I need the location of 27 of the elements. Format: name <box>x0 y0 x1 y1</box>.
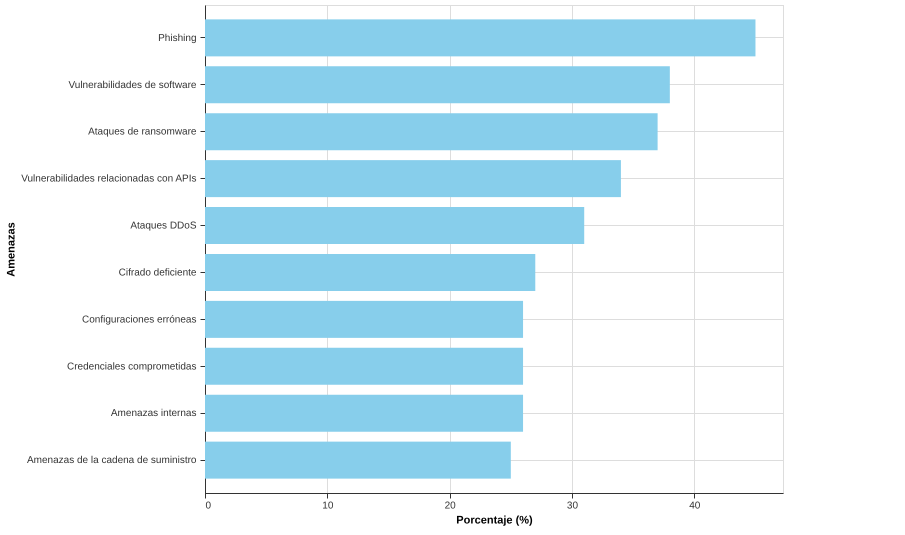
bar <box>205 300 524 338</box>
y-tick-label: Cifrado deficiente <box>118 267 197 278</box>
x-tick-label: 20 <box>444 500 456 512</box>
bar <box>205 66 670 104</box>
bar <box>205 394 524 432</box>
x-tick-label: 40 <box>689 500 701 512</box>
x-tick-label: 10 <box>322 500 334 512</box>
y-tick-label: Credenciales comprometidas <box>66 361 196 372</box>
bar <box>205 113 658 150</box>
bar <box>205 19 756 56</box>
x-tick-label: 0 <box>206 500 212 512</box>
bar <box>205 442 511 479</box>
x-tick-label: 30 <box>566 500 578 512</box>
bar <box>205 160 621 198</box>
y-tick-label: Configuraciones erróneas <box>82 314 196 326</box>
y-axis-title: Amenazas <box>6 222 18 277</box>
y-tick-label: Amenazas internas <box>110 408 196 420</box>
y-tick-label: Ataques de ransomware <box>88 126 197 138</box>
y-tick-label: Vulnerabilidades relacionadas con APIs <box>21 174 196 185</box>
y-tick-label: Phishing <box>158 32 196 44</box>
bar <box>205 207 584 244</box>
bar <box>205 348 524 385</box>
y-tick-label: Amenazas de la cadena de suministro <box>26 455 197 466</box>
bar <box>205 254 536 291</box>
x-axis-title: Porcentaje (%) <box>456 514 534 526</box>
y-tick-label: Vulnerabilidades de software <box>68 80 197 91</box>
y-tick-label: Ataques DDoS <box>130 220 197 232</box>
